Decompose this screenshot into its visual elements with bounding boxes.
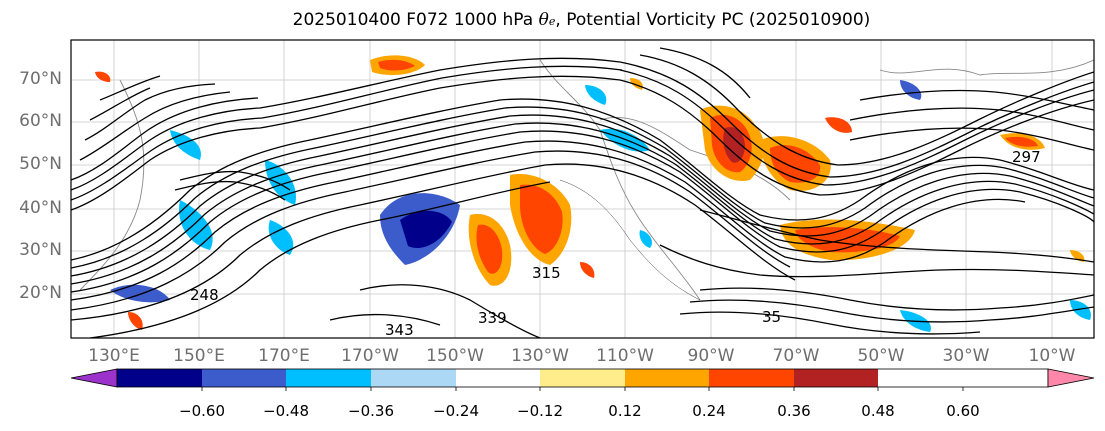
colorbar-tick-label: −0.36: [348, 402, 394, 420]
colorbar-cell: [709, 369, 794, 387]
theta-e-contours: [71, 47, 1094, 338]
contour-label-343: 343: [385, 321, 414, 339]
colorbar-tick-label: 0.36: [777, 402, 811, 420]
title-theta-subscript: e: [548, 15, 556, 28]
colorbar-cell: [286, 369, 371, 387]
lon-label-110w: 110°W: [596, 346, 654, 366]
colorbar-cell: [456, 369, 540, 387]
colorbar-tickmarks: [201, 387, 964, 391]
contour-label-315: 315: [532, 264, 561, 282]
colorbar-tick-label: −0.60: [179, 402, 225, 420]
coastlines: [79, 59, 1094, 301]
colorbar-extend-left: [70, 368, 118, 388]
title-prefix: 2025010400 F072 1000 hPa: [292, 10, 539, 30]
title-theta: θ: [538, 10, 549, 30]
lon-label-130e: 130°E: [88, 346, 140, 366]
colorbar-tick-label: 0.60: [946, 402, 980, 420]
map-frame-inner: [559, 179, 701, 301]
colorbar-extend-right: [1047, 368, 1095, 388]
lon-label-170e: 170°E: [258, 346, 310, 366]
lon-label-30w: 30°W: [942, 346, 990, 366]
map-border: [70, 39, 1095, 339]
colorbar-cell: [371, 369, 456, 387]
colorbar-tick-label: −0.12: [517, 402, 563, 420]
colorbar-tick-label: 0.12: [608, 402, 642, 420]
colorbar-cell: [117, 369, 202, 387]
colorbar-cell: [794, 369, 878, 387]
colorbar-tick-label: 0.48: [861, 402, 895, 420]
lat-label-70n: 70°N: [19, 69, 62, 89]
title-suffix: , Potential Vorticity PC (2025010900): [555, 10, 871, 30]
colorbar-cell: [202, 369, 286, 387]
lon-label-70w: 70°W: [772, 346, 820, 366]
lat-label-20n: 20°N: [19, 283, 62, 303]
colorbar-cells: [116, 368, 1049, 388]
map-plot-area: [71, 40, 1094, 338]
contour-label-248: 248: [190, 286, 219, 304]
contour-label-35: 35: [762, 308, 781, 326]
colorbar: [70, 368, 1095, 391]
lat-label-50n: 50°N: [19, 154, 62, 174]
lat-label-40n: 40°N: [19, 198, 62, 218]
lon-label-170w: 170°W: [341, 346, 399, 366]
lon-label-150w: 150°W: [426, 346, 484, 366]
contour-label-297: 297: [1012, 148, 1041, 166]
colorbar-cell: [625, 369, 709, 387]
chart-title: 2025010400 F072 1000 hPa θe, Potential V…: [0, 10, 1105, 30]
contour-labels: 339 343 315 35 297 248: [190, 148, 1041, 339]
colorbar-tick-label: −0.48: [263, 402, 309, 420]
lon-label-50w: 50°W: [857, 346, 905, 366]
lon-label-90w: 90°W: [687, 346, 735, 366]
contour-label-339: 339: [478, 309, 507, 327]
pv-positive-shading: [95, 55, 1085, 330]
pv-negative-shading: [110, 80, 1091, 332]
colorbar-tick-label: −0.24: [433, 402, 479, 420]
lat-label-30n: 30°N: [19, 240, 62, 260]
lon-label-10w: 10°W: [1028, 346, 1076, 366]
lon-label-150e: 150°E: [173, 346, 225, 366]
lon-label-130w: 130°W: [511, 346, 569, 366]
colorbar-tick-label: 0.24: [692, 402, 726, 420]
colorbar-cell: [540, 369, 625, 387]
lat-label-60n: 60°N: [19, 111, 62, 131]
